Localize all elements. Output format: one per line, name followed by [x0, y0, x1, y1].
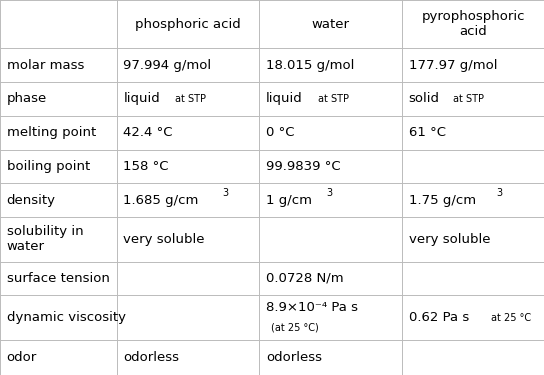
Text: 0.0728 N/m: 0.0728 N/m	[266, 272, 344, 285]
Text: liquid: liquid	[266, 92, 303, 105]
Text: odorless: odorless	[266, 351, 322, 364]
Text: melting point: melting point	[7, 126, 96, 139]
Text: at STP: at STP	[318, 94, 349, 104]
Text: at STP: at STP	[175, 94, 206, 104]
Text: boiling point: boiling point	[7, 160, 90, 173]
Text: molar mass: molar mass	[7, 58, 84, 72]
Text: at STP: at STP	[453, 94, 484, 104]
Text: phase: phase	[7, 92, 47, 105]
Text: (at 25 °C): (at 25 °C)	[271, 322, 319, 332]
Text: water: water	[312, 18, 350, 30]
Text: 1 g/cm: 1 g/cm	[266, 194, 312, 207]
Text: 3: 3	[326, 188, 332, 198]
Text: very soluble: very soluble	[409, 233, 490, 246]
Text: at 25 °C: at 25 °C	[491, 312, 531, 322]
Text: 18.015 g/mol: 18.015 g/mol	[266, 58, 354, 72]
Text: 1.75 g/cm: 1.75 g/cm	[409, 194, 475, 207]
Text: 158 °C: 158 °C	[123, 160, 169, 173]
Text: 0.62 Pa s: 0.62 Pa s	[409, 311, 469, 324]
Text: 8.9×10⁻⁴ Pa s: 8.9×10⁻⁴ Pa s	[266, 301, 358, 314]
Text: solid: solid	[409, 92, 440, 105]
Text: solubility in
water: solubility in water	[7, 225, 83, 254]
Text: 3: 3	[222, 188, 228, 198]
Text: surface tension: surface tension	[7, 272, 109, 285]
Text: 97.994 g/mol: 97.994 g/mol	[123, 58, 212, 72]
Text: 1.685 g/cm: 1.685 g/cm	[123, 194, 199, 207]
Text: 0 °C: 0 °C	[266, 126, 294, 139]
Text: 3: 3	[496, 188, 502, 198]
Text: liquid: liquid	[123, 92, 160, 105]
Text: phosphoric acid: phosphoric acid	[135, 18, 241, 30]
Text: very soluble: very soluble	[123, 233, 205, 246]
Text: dynamic viscosity: dynamic viscosity	[7, 311, 126, 324]
Text: odor: odor	[7, 351, 37, 364]
Text: odorless: odorless	[123, 351, 180, 364]
Text: 177.97 g/mol: 177.97 g/mol	[409, 58, 497, 72]
Text: 61 °C: 61 °C	[409, 126, 446, 139]
Text: density: density	[7, 194, 55, 207]
Text: pyrophosphoric
acid: pyrophosphoric acid	[421, 10, 525, 38]
Text: 42.4 °C: 42.4 °C	[123, 126, 173, 139]
Text: 99.9839 °C: 99.9839 °C	[266, 160, 341, 173]
